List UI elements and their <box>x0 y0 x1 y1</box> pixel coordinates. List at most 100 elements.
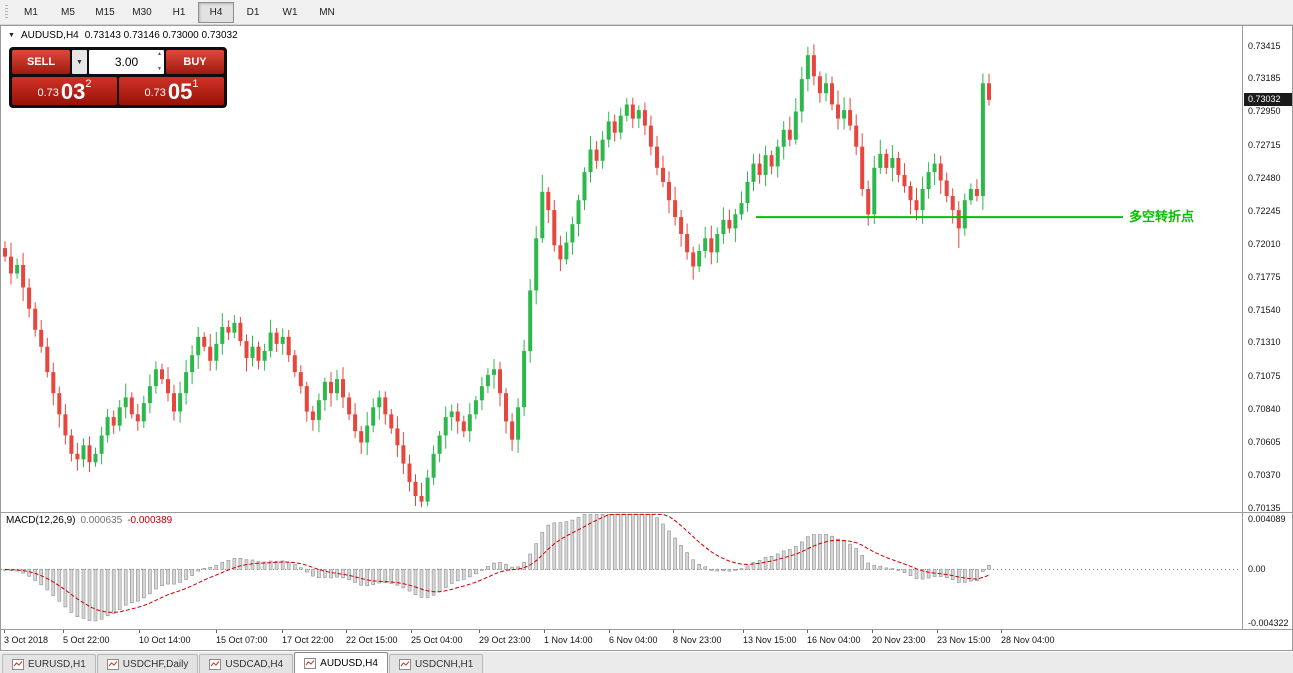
buy-button[interactable]: BUY <box>166 50 224 74</box>
macd-panel: MACD(12,26,9) 0.000635 -0.000389 0.00408… <box>1 513 1292 630</box>
sell-price-big: 03 <box>60 79 86 104</box>
time-tick <box>609 630 610 633</box>
time-tick <box>216 630 217 633</box>
sell-button[interactable]: SELL <box>12 50 70 74</box>
buy-price-display[interactable]: 0.73 05 1 <box>119 77 224 105</box>
time-axis-label: 28 Nov 04:00 <box>1001 635 1055 645</box>
timeframe-button-h1[interactable]: H1 <box>172 6 186 18</box>
macd-plot[interactable] <box>1 513 1241 629</box>
current-price-badge: 0.73032 <box>1244 92 1292 106</box>
timeframe-button-m1[interactable]: M1 <box>24 6 38 18</box>
buy-price-sup: 1 <box>192 78 199 90</box>
macd-axis-label: 0.00 <box>1248 564 1266 575</box>
chart-tab-icon <box>398 658 411 670</box>
macd-axis-label: 0.004089 <box>1248 514 1286 524</box>
time-axis-label: 15 Oct 07:00 <box>216 635 268 645</box>
macd-header: MACD(12,26,9) 0.000635 -0.000389 <box>6 515 172 526</box>
tab-eurusd-h1[interactable]: EURUSD,H1 <box>2 654 96 673</box>
macd-axis[interactable]: 0.004089 0.00 -0.004322 <box>1242 513 1292 629</box>
timeframe-button-w1[interactable]: W1 <box>282 6 298 18</box>
price-axis[interactable]: 0.73415 0.73185 0.72950 0.72715 0.72480 0.722… <box>1242 26 1292 513</box>
spinner-up-icon[interactable]: ▲ <box>157 51 162 57</box>
time-axis-label: 20 Nov 23:00 <box>872 635 926 645</box>
time-tick <box>544 630 545 633</box>
time-tick <box>411 630 412 633</box>
tab-usdcad-h4[interactable]: USDCAD,H4 <box>199 654 294 673</box>
macd-signal-value: -0.000389 <box>127 515 173 526</box>
buy-price-small: 0.73 <box>144 87 166 100</box>
price-axis-label: 0.72715 <box>1248 139 1281 150</box>
time-axis-label: 22 Oct 15:00 <box>346 635 398 645</box>
price-axis-label: 0.72010 <box>1248 238 1281 249</box>
chart-tabs: EURUSD,H1 USDCHF,Daily USDCAD,H4 AUDUSD,H4 U… <box>0 651 1293 673</box>
time-tick <box>282 630 283 633</box>
time-axis-label: 29 Oct 23:00 <box>479 635 531 645</box>
timeframe-button-m5[interactable]: M5 <box>61 6 75 18</box>
ohlc-values: 0.73143 0.73146 0.73000 0.73032 <box>84 30 238 41</box>
svg-text:多空转折点: 多空转折点 <box>1129 209 1194 224</box>
price-chart-plot[interactable]: 多空转折点 <box>1 26 1241 512</box>
tab-label: EURUSD,H1 <box>28 658 86 670</box>
price-axis-label: 0.71310 <box>1248 337 1281 348</box>
chart-tab-icon <box>304 657 317 669</box>
tab-label: USDCNH,H1 <box>414 658 474 670</box>
price-axis-label: 0.72245 <box>1248 205 1281 216</box>
time-axis-label: 1 Nov 14:00 <box>544 635 593 645</box>
one-click-toggle-icon[interactable]: ▼ <box>8 32 15 39</box>
time-tick <box>346 630 347 633</box>
tab-label: AUDUSD,H4 <box>320 657 378 669</box>
time-axis-label: 17 Oct 22:00 <box>282 635 334 645</box>
buy-price-big: 05 <box>167 79 193 104</box>
time-tick <box>63 630 64 633</box>
time-tick <box>673 630 674 633</box>
time-axis-label: 10 Oct 14:00 <box>139 635 191 645</box>
price-axis-label: 0.71075 <box>1248 370 1281 381</box>
tab-usdchf-daily[interactable]: USDCHF,Daily <box>96 654 199 673</box>
spinner-down-icon[interactable]: ▼ <box>157 66 162 72</box>
time-axis[interactable]: 3 Oct 2018 5 Oct 22:00 10 Oct 14:00 15 Oct … <box>1 630 1292 650</box>
timeframe-button-h4[interactable]: H4 <box>198 1 234 23</box>
time-axis-label: 25 Oct 04:00 <box>411 635 463 645</box>
tab-label: USDCHF,Daily <box>122 658 189 670</box>
tab-usdcnh-h1[interactable]: USDCNH,H1 <box>388 654 484 673</box>
time-axis-label: 6 Nov 04:00 <box>609 635 658 645</box>
chart-tab-icon <box>106 658 119 670</box>
price-axis-label: 0.72950 <box>1248 106 1281 117</box>
time-axis-label: 3 Oct 2018 <box>4 635 49 645</box>
price-axis-label: 0.70840 <box>1248 403 1281 414</box>
time-tick <box>139 630 140 633</box>
price-axis-label: 0.71775 <box>1248 272 1281 282</box>
timeframe-buttons: M1 M5 M15 M30 H1 H4 D1 W1 MN <box>13 1 346 23</box>
volume-dropdown[interactable]: ▼ <box>72 50 87 74</box>
volume-spinner[interactable]: ▲ ▼ <box>157 52 162 72</box>
volume-value: 3.00 <box>114 55 139 69</box>
price-axis-label: 0.72480 <box>1248 172 1281 183</box>
timeframe-button-m15[interactable]: M15 <box>95 6 115 18</box>
volume-input[interactable]: 3.00 ▲ ▼ <box>89 50 164 74</box>
timeframe-button-d1[interactable]: D1 <box>246 6 260 18</box>
sell-price-display[interactable]: 0.73 03 2 <box>12 77 117 105</box>
price-axis-label: 0.70135 <box>1248 503 1281 513</box>
chart-window: 多空转折点 ▼ AUDUSD,H4 0.73143 0.73146 0.7300… <box>0 25 1293 651</box>
time-axis-label: 16 Nov 04:00 <box>807 635 861 645</box>
price-axis-label: 0.71540 <box>1248 305 1281 316</box>
tab-label: USDCAD,H4 <box>225 658 284 670</box>
macd-axis-label: -0.004322 <box>1248 618 1289 628</box>
time-axis-label: 23 Nov 15:00 <box>937 635 991 645</box>
macd-main-value: 0.000635 <box>80 515 123 526</box>
time-axis-label: 13 Nov 15:00 <box>743 635 797 645</box>
price-axis-label: 0.70605 <box>1248 436 1281 447</box>
chart-tab-icon <box>12 658 24 670</box>
toolbar-grip[interactable] <box>5 5 8 19</box>
price-chart-panel: 多空转折点 ▼ AUDUSD,H4 0.73143 0.73146 0.7300… <box>1 26 1292 513</box>
chart-tab-icon <box>209 658 222 670</box>
time-tick <box>1001 630 1002 633</box>
time-axis-label: 5 Oct 22:00 <box>63 635 110 645</box>
macd-label: MACD(12,26,9) <box>6 515 76 526</box>
timeframe-button-mn[interactable]: MN <box>319 6 335 18</box>
time-axis-label: 8 Nov 23:00 <box>673 635 722 645</box>
tab-audusd-h4[interactable]: AUDUSD,H4 <box>294 652 388 673</box>
price-axis-label: 0.70370 <box>1248 469 1281 480</box>
sell-price-sup: 2 <box>85 78 92 90</box>
timeframe-button-m30[interactable]: M30 <box>132 6 152 18</box>
